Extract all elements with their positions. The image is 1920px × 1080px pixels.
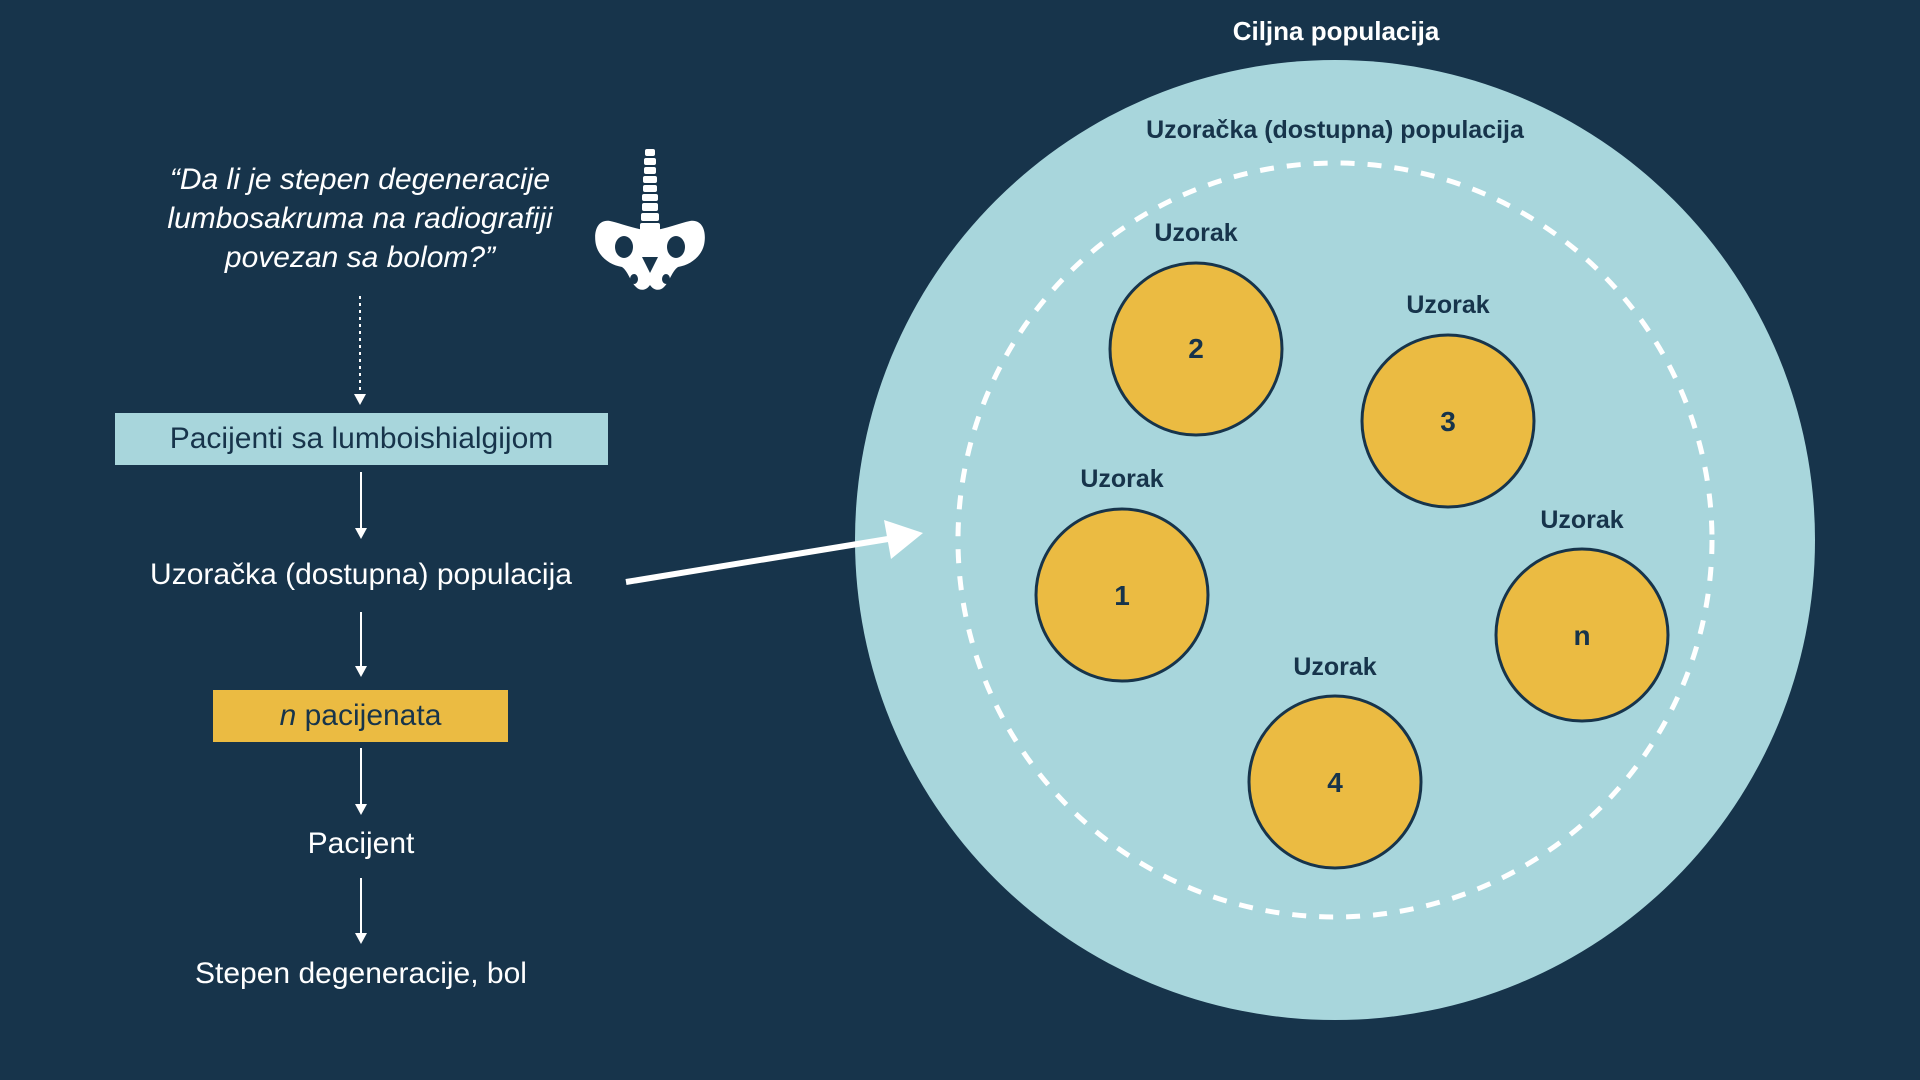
sample-1-number: 1 <box>1114 580 1130 611</box>
sample-population-label: Uzoračka (dostupna) populacija <box>150 558 572 591</box>
pointer-arrow <box>625 520 923 585</box>
question-line-1: “Da li je stepen degeneracije <box>169 163 551 196</box>
n-symbol: n <box>279 699 297 732</box>
spine-pelvis-icon <box>595 149 705 290</box>
question-line-3: povezan sa bolom?” <box>224 241 496 274</box>
sample-4-number: 4 <box>1327 767 1343 798</box>
sample-4: Uzorak 4 <box>1247 653 1423 870</box>
sample-4-label: Uzorak <box>1293 653 1376 681</box>
sample-population-circle-label: Uzoračka (dostupna) populacija <box>1146 116 1525 144</box>
patients-box: Pacijenti sa lumboishialgijom <box>115 413 608 465</box>
n-patients-box: n pacijenata <box>213 690 508 742</box>
sample-n-label: Uzorak <box>1540 506 1623 534</box>
sample-3-circle <box>1360 333 1536 509</box>
sample-3-label: Uzorak <box>1406 291 1489 319</box>
sample-4-circle <box>1247 694 1423 870</box>
sample-2: Uzorak 2 <box>1108 219 1284 437</box>
sample-3: Uzorak 3 <box>1360 291 1536 509</box>
sample-n-circle <box>1494 547 1670 723</box>
target-population-circle <box>855 60 1815 1020</box>
sample-2-label: Uzorak <box>1154 219 1237 247</box>
sample-3-number: 3 <box>1440 406 1456 437</box>
patient-label: Pacijent <box>307 827 415 860</box>
question-line-2: lumbosakruma na radiografiji <box>167 202 553 235</box>
arrow-3 <box>355 748 367 815</box>
arrow-1 <box>355 472 367 539</box>
n-patients-label: pacijenata <box>296 699 442 732</box>
sample-n-number: n <box>1573 620 1590 651</box>
sample-1: Uzorak 1 <box>1034 465 1210 683</box>
research-question: “Da li je stepen degeneracije lumbosakru… <box>110 160 610 277</box>
patients-box-label: Pacijenti sa lumboishialgijom <box>169 422 554 455</box>
arrow-2 <box>355 612 367 677</box>
sample-2-circle <box>1108 261 1284 437</box>
sample-1-circle <box>1034 507 1210 683</box>
dotted-arrow <box>354 296 366 405</box>
sample-2-number: 2 <box>1188 333 1204 364</box>
outcome-label: Stepen degeneracije, bol <box>195 957 527 990</box>
arrow-4 <box>355 878 367 944</box>
sample-population-dashed-circle <box>955 160 1715 920</box>
flow-arrows <box>354 296 367 944</box>
sample-n: Uzorak n <box>1494 506 1670 723</box>
target-population-title: Ciljna populacija <box>1232 16 1440 46</box>
sample-1-label: Uzorak <box>1080 465 1163 493</box>
